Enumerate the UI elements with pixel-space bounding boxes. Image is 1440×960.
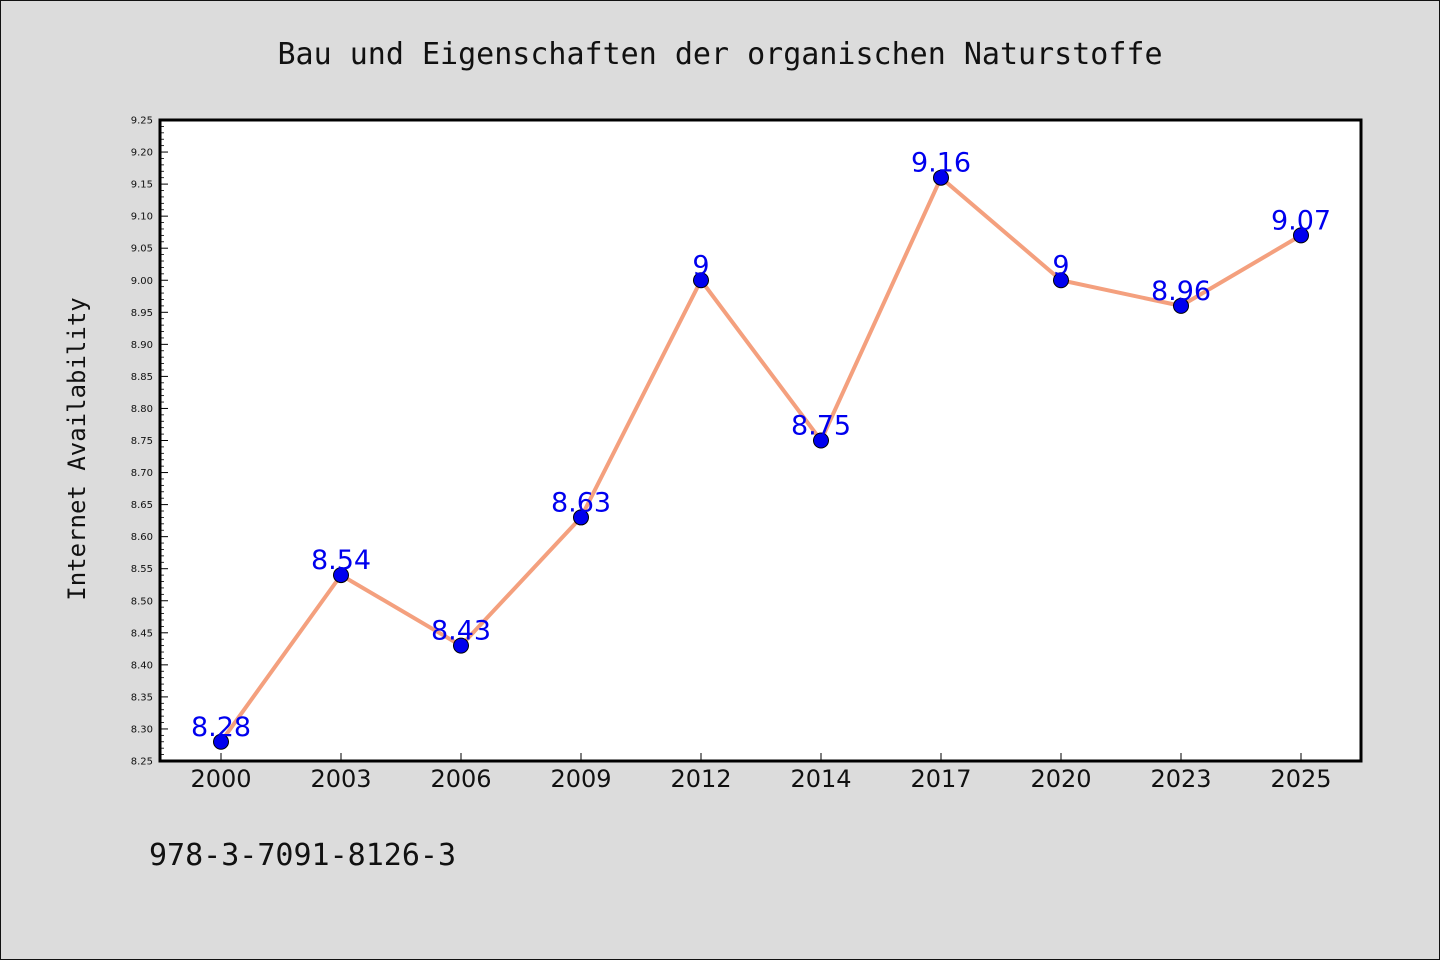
y-tick-label: 8.90 (131, 340, 153, 351)
data-label: 9 (1052, 250, 1069, 281)
x-tick-label: 2000 (190, 765, 251, 793)
y-tick-label: 9.15 (131, 180, 153, 191)
data-point (573, 509, 589, 526)
x-tick-label: 2017 (910, 765, 971, 793)
x-tick-label: 2009 (550, 765, 611, 793)
y-tick-label: 8.25 (131, 757, 153, 768)
x-tick-label: 2023 (1150, 765, 1211, 793)
y-tick-label: 9.25 (131, 116, 153, 127)
y-tick-label: 8.80 (131, 404, 153, 415)
series-line (219, 175, 1303, 744)
y-tick-label: 8.95 (131, 308, 153, 319)
plot-area (158, 118, 1363, 763)
x-tick-label: 2025 (1270, 765, 1331, 793)
y-tick-label: 8.85 (131, 372, 153, 383)
data-label: 8.96 (1151, 276, 1211, 307)
y-tick-label: 8.75 (131, 436, 153, 447)
x-tick-label: 2020 (1030, 765, 1091, 793)
y-tick-label: 8.60 (131, 532, 153, 543)
y-tick-label: 9.00 (131, 276, 153, 287)
y-tick-label: 8.55 (131, 564, 153, 575)
y-tick-label: 8.40 (131, 660, 153, 671)
data-point (333, 567, 349, 584)
y-tick-label: 9.20 (131, 148, 153, 159)
data-point (453, 637, 469, 654)
data-label: 8.63 (551, 487, 611, 518)
data-point (693, 272, 709, 289)
x-tick-label: 2014 (790, 765, 851, 793)
x-tick-label: 2003 (310, 765, 371, 793)
data-point (1293, 227, 1309, 244)
y-tick-label: 8.35 (131, 692, 153, 703)
series-layer: 8.28 8.54 8.43 8.63 9 8.75 9.16 9 8.96 9.07 (191, 148, 1331, 750)
y-tick-label: 8.70 (131, 468, 153, 479)
y-axis-label: Internet Availability (63, 297, 91, 600)
data-point (213, 733, 229, 750)
data-label: 9.16 (911, 148, 971, 179)
y-tick-label: 9.10 (131, 212, 153, 223)
y-axis-ticks: 8.25 8.30 8.35 8.40 8.45 8.50 8.55 8.60 8.65 8.70… (131, 116, 168, 768)
x-tick-label: 2012 (670, 765, 731, 793)
y-tick-label: 8.65 (131, 500, 153, 511)
data-point (1053, 272, 1069, 289)
y-tick-label: 8.30 (131, 724, 153, 735)
data-label: 9.07 (1271, 205, 1331, 236)
x-tick-label: 2006 (430, 765, 491, 793)
x-axis-ticks: 2000 2003 2006 2009 2012 2014 2017 2020 2023 2025 (190, 753, 1332, 793)
y-tick-label: 8.45 (131, 628, 153, 639)
data-label: 9 (692, 250, 709, 281)
y-tick-label: 8.50 (131, 596, 153, 607)
data-label: 8.54 (311, 545, 371, 576)
chart-title: Bau und Eigenschaften der organischen Na… (277, 37, 1162, 72)
data-point (1173, 297, 1189, 314)
data-point (933, 169, 949, 186)
data-label: 8.75 (791, 411, 851, 442)
footer-code: 978-3-7091-8126-3 (149, 838, 456, 873)
y-tick-label: 9.05 (131, 244, 153, 255)
data-label: 8.43 (431, 616, 491, 647)
data-label: 8.28 (191, 712, 251, 743)
data-point (813, 432, 829, 449)
